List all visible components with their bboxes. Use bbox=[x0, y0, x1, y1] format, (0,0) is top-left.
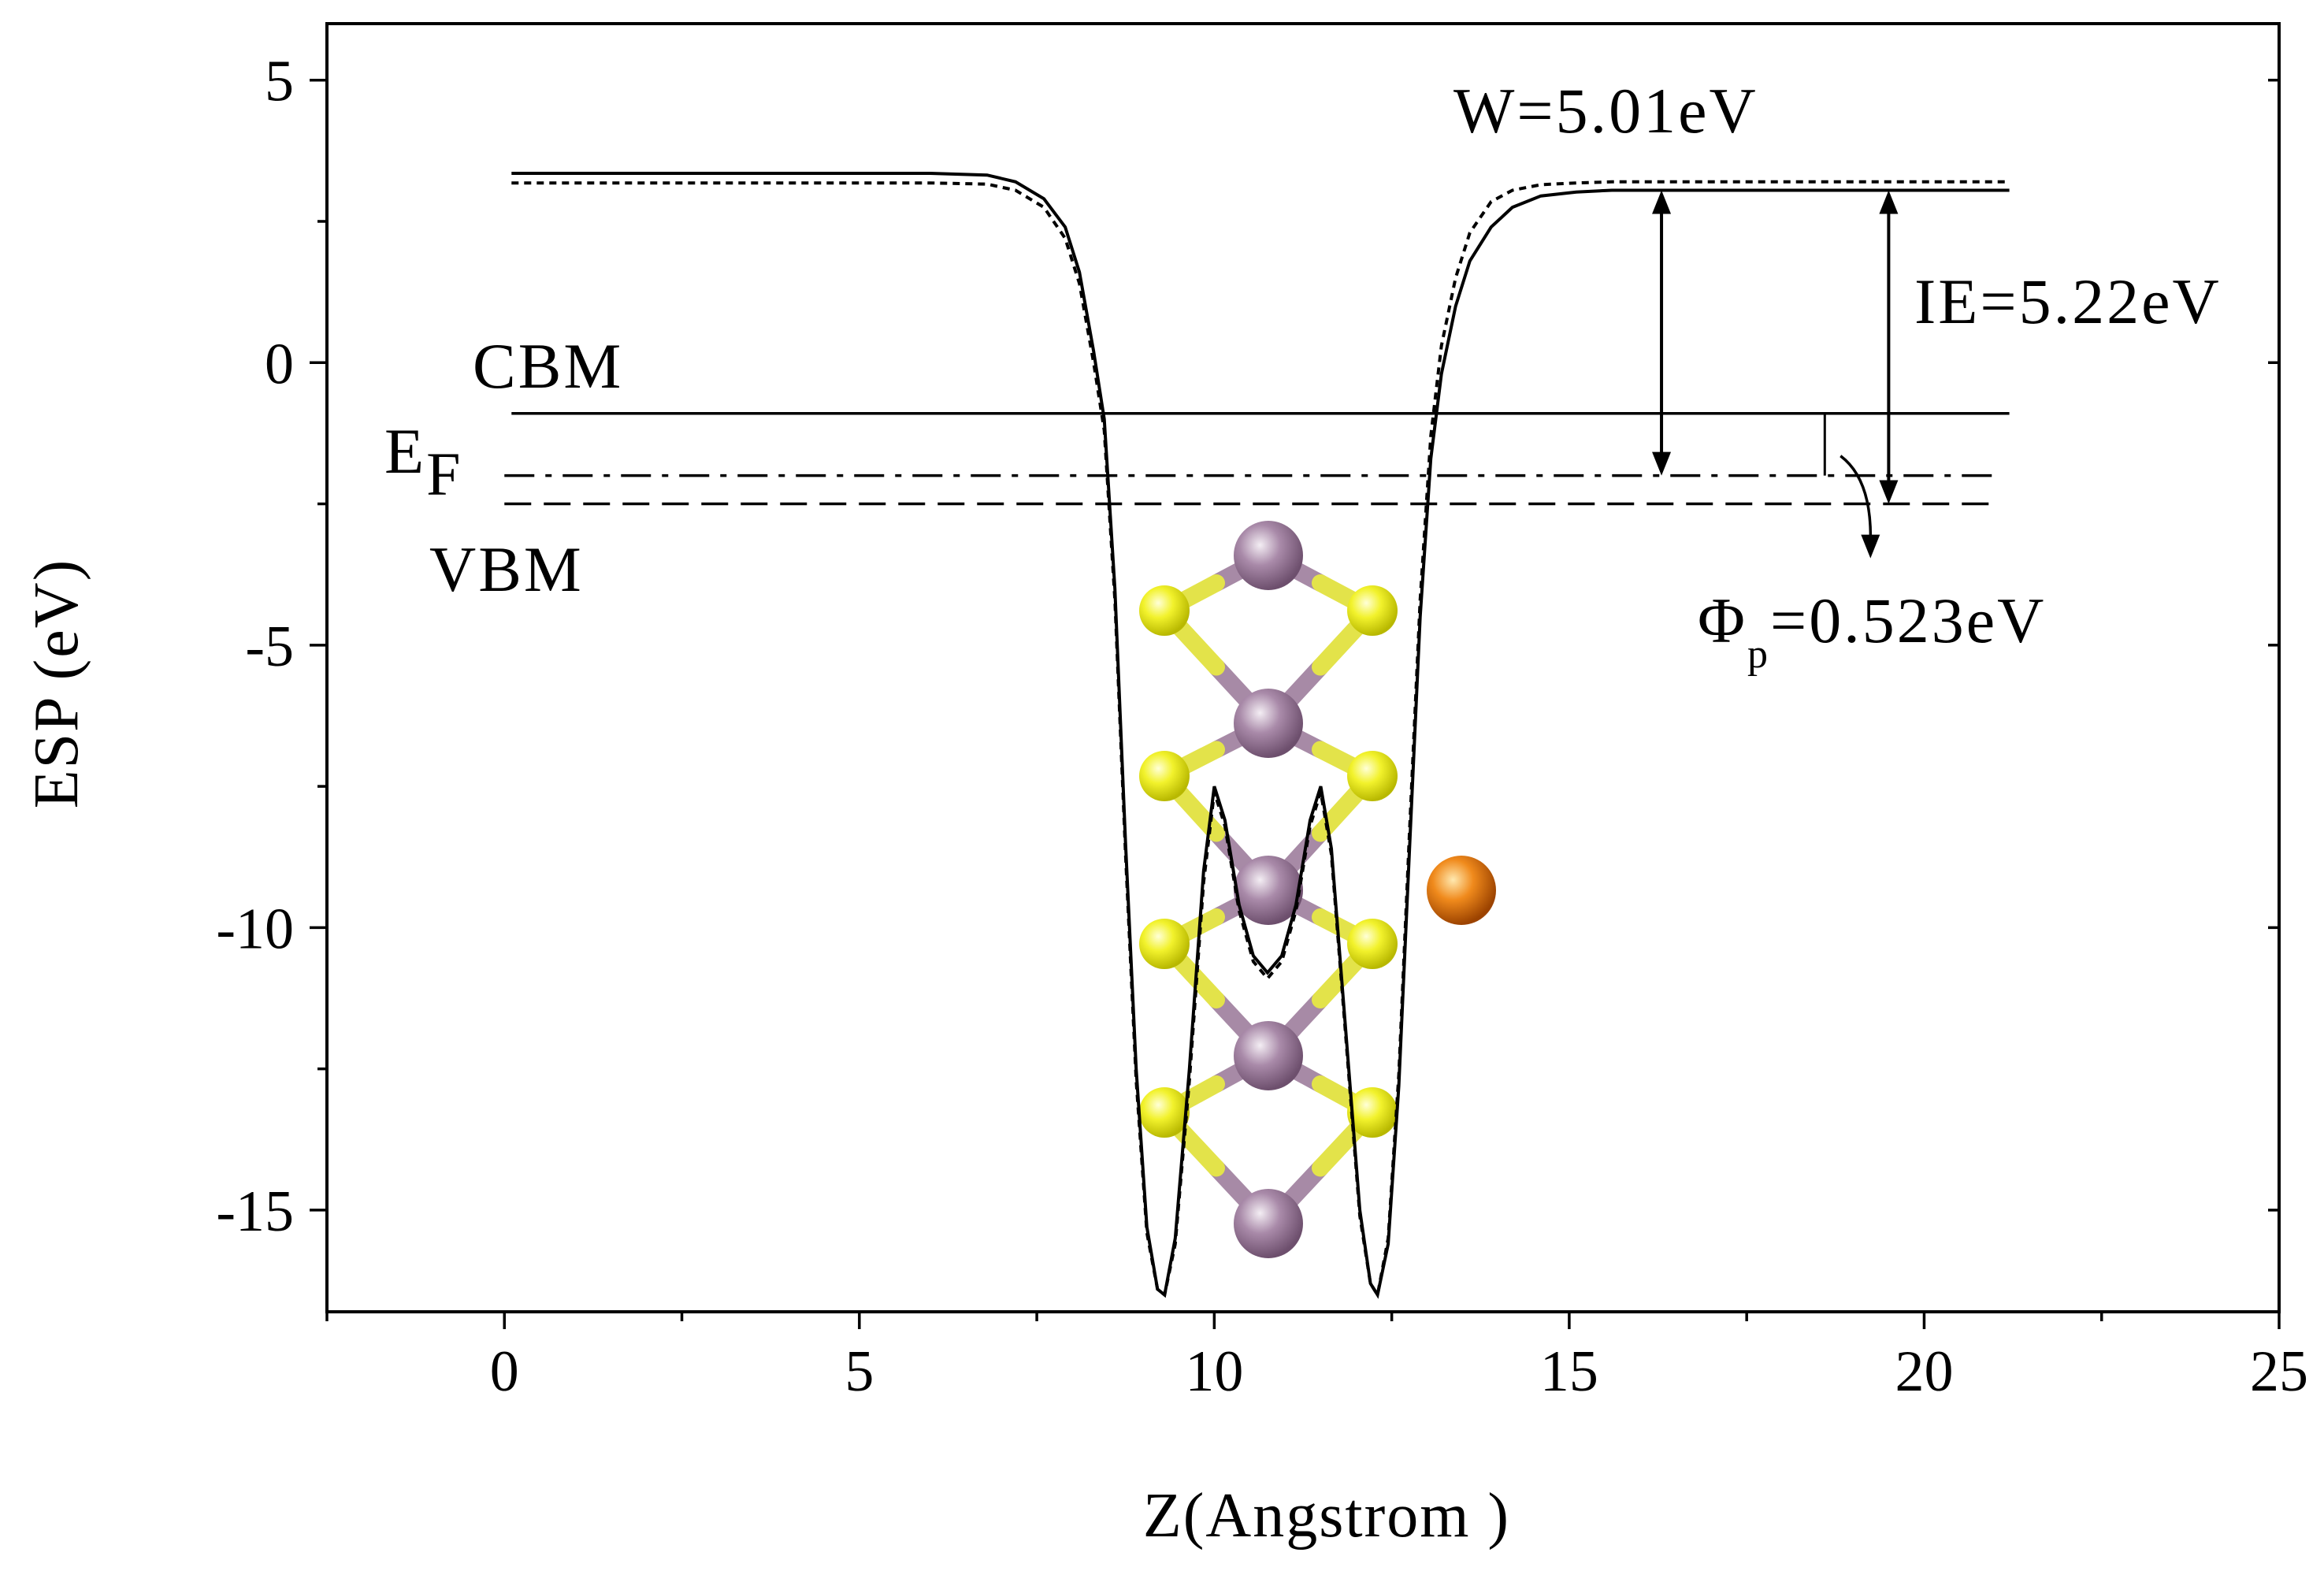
phi-value: =0.523eV bbox=[1770, 585, 2046, 656]
molybdenum-atom bbox=[1234, 856, 1303, 925]
sulfur-atom bbox=[1347, 919, 1398, 969]
arrow-head bbox=[1879, 190, 1899, 214]
arrow-head bbox=[1879, 480, 1899, 504]
annotation-label: W=5.01eV bbox=[1453, 75, 1758, 147]
y-tick-label: 0 bbox=[265, 332, 294, 396]
level-label: VBM bbox=[429, 533, 584, 605]
annotation-label: IE=5.22eV bbox=[1914, 266, 2222, 337]
molybdenum-atom bbox=[1234, 1189, 1303, 1258]
molybdenum-atom bbox=[1234, 521, 1303, 590]
esp-curves bbox=[511, 172, 2010, 1299]
sulfur-atom bbox=[1139, 1087, 1190, 1138]
sulfur-atom bbox=[1347, 585, 1398, 636]
phi-subscript: p bbox=[1747, 632, 1770, 677]
y-tick-label: -15 bbox=[216, 1179, 294, 1244]
arrow-head bbox=[1652, 451, 1672, 476]
sulfur-atom bbox=[1347, 751, 1398, 801]
y-axis-title: ESP (eV) bbox=[22, 559, 91, 808]
x-tick-label: 20 bbox=[1895, 1339, 1953, 1404]
plot-frame bbox=[325, 22, 2281, 1313]
axes: 0 5 10 15 20 25 5 0 -5 -10 -15 bbox=[216, 22, 2308, 1404]
atomic-structure-inset bbox=[1139, 521, 1496, 1258]
y-tick-label: -10 bbox=[216, 897, 294, 961]
sulfur-atom bbox=[1139, 919, 1190, 969]
x-tick-label: 25 bbox=[2250, 1339, 2308, 1404]
annotations: W=5.01eV IE=5.22eV Φp=0.523eV bbox=[1453, 75, 2222, 677]
adatom bbox=[1427, 856, 1496, 925]
phi-curved-arrow bbox=[1840, 455, 1873, 543]
level-label: EF bbox=[384, 415, 462, 508]
x-tick-label: 10 bbox=[1185, 1339, 1243, 1404]
x-axis-title: Z(Angstrom ) bbox=[1143, 1481, 1510, 1551]
x-tick-label: 0 bbox=[490, 1339, 519, 1404]
molybdenum-atom bbox=[1234, 1021, 1303, 1090]
phi-label: Φp=0.523eV bbox=[1698, 585, 2046, 677]
level-label-subscript: F bbox=[426, 440, 462, 508]
esp-curve-dotted bbox=[511, 180, 2010, 1299]
y-tick-label: 5 bbox=[265, 50, 294, 114]
sulfur-atom bbox=[1139, 585, 1190, 636]
x-tick-label: 5 bbox=[845, 1339, 874, 1404]
sulfur-atom bbox=[1139, 751, 1190, 801]
arrow-head bbox=[1861, 534, 1880, 559]
sulfur-atom bbox=[1347, 1087, 1398, 1138]
molybdenum-atom bbox=[1234, 689, 1303, 758]
x-tick-label: 15 bbox=[1540, 1339, 1598, 1404]
y-tick-label: -5 bbox=[245, 615, 294, 679]
arrow-head bbox=[1652, 190, 1672, 214]
level-label: CBM bbox=[473, 330, 623, 402]
